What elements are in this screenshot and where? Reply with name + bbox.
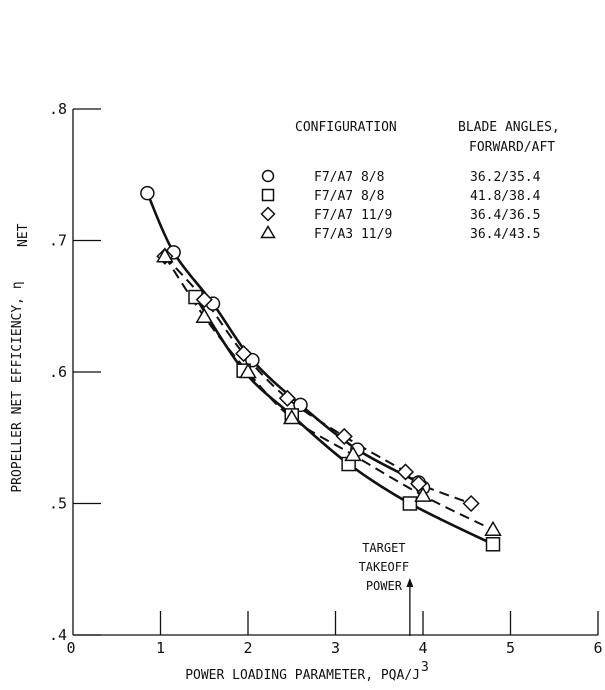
legend-label-1: F7/A7 8/8	[314, 170, 384, 185]
legend-label-3: F7/A7 11/9	[314, 208, 392, 223]
series-4-point	[344, 445, 362, 462]
series-4-point	[239, 362, 257, 379]
x-tick-label: 2	[243, 639, 252, 657]
x-tick-label: 0	[66, 639, 75, 657]
legend-angles-4: 36.4/43.5	[470, 227, 540, 242]
series-1-point	[293, 397, 308, 413]
series-4-point	[414, 486, 432, 502]
x-tick-label: 6	[593, 639, 602, 657]
annotation-text-line-2: TAKEOFF	[359, 560, 410, 574]
legend-marker-1	[261, 169, 275, 183]
y-tick-label: .5	[49, 495, 67, 513]
series-3-line	[164, 255, 472, 505]
series-3-point	[396, 463, 415, 481]
series-3-point	[195, 291, 213, 309]
series-3-point	[410, 475, 428, 493]
series-1-point	[245, 352, 260, 368]
legend-header-blade-angles: BLADE ANGLES,	[458, 120, 560, 135]
annotation-text-line-1: TARGET	[362, 541, 405, 555]
x-axis-label-superscript: 3	[421, 660, 429, 675]
series-4-point	[282, 409, 301, 425]
y-axis-label-subscript: NET	[16, 223, 31, 247]
series-4-point	[484, 520, 502, 537]
x-tick-label: 4	[418, 639, 427, 657]
legend-angles-2: 41.8/38.4	[470, 189, 541, 204]
curves	[146, 192, 494, 546]
series-3-point	[335, 427, 353, 445]
x-tick-label: 5	[506, 639, 515, 657]
y-axis-label: PROPELLER NET EFFICIENCY, η	[10, 281, 25, 492]
legend-header-forward-aft: FORWARD/AFT	[469, 140, 555, 155]
legend-angles-1: 36.2/35.4	[470, 170, 541, 185]
markers	[140, 185, 502, 552]
series-4-point	[156, 247, 174, 263]
series-1-point	[140, 185, 155, 201]
annotations: TARGET TAKEOFF POWER	[359, 541, 414, 636]
x-tick-label: 3	[331, 639, 340, 657]
y-tick-label: .7	[49, 232, 67, 250]
series-2-line	[194, 296, 494, 546]
legend-marker-4	[260, 225, 276, 239]
y-tick-label: .4	[49, 626, 67, 644]
legend-marker-3	[260, 206, 276, 222]
legend-angles-3: 36.4/36.5	[470, 208, 540, 223]
legend-label-4: F7/A3 11/9	[314, 227, 392, 242]
series-2-point	[402, 496, 418, 511]
legend-marker-2	[261, 188, 275, 202]
series-4-point	[195, 307, 214, 324]
axes: .4 .5 .6 .7 .8 0 1 2 3 4 5 6	[49, 100, 603, 657]
y-tick-label: .6	[49, 363, 67, 381]
x-tick-label: 1	[156, 639, 165, 657]
annotation-arrow-head	[406, 578, 414, 587]
y-tick-label: .8	[49, 100, 67, 118]
x-axis-label: POWER LOADING PARAMETER, PQA/J	[185, 668, 420, 683]
legend: CONFIGURATION BLADE ANGLES, FORWARD/AFT F7/…	[260, 120, 560, 242]
legend-label-2: F7/A7 8/8	[314, 189, 384, 204]
series-3-point	[235, 345, 253, 363]
series-2-point	[485, 537, 501, 552]
series-3-point	[278, 389, 296, 407]
series-3-point	[462, 494, 480, 513]
legend-header-configuration: CONFIGURATION	[295, 120, 397, 135]
annotation-text-line-3: POWER	[366, 579, 403, 593]
